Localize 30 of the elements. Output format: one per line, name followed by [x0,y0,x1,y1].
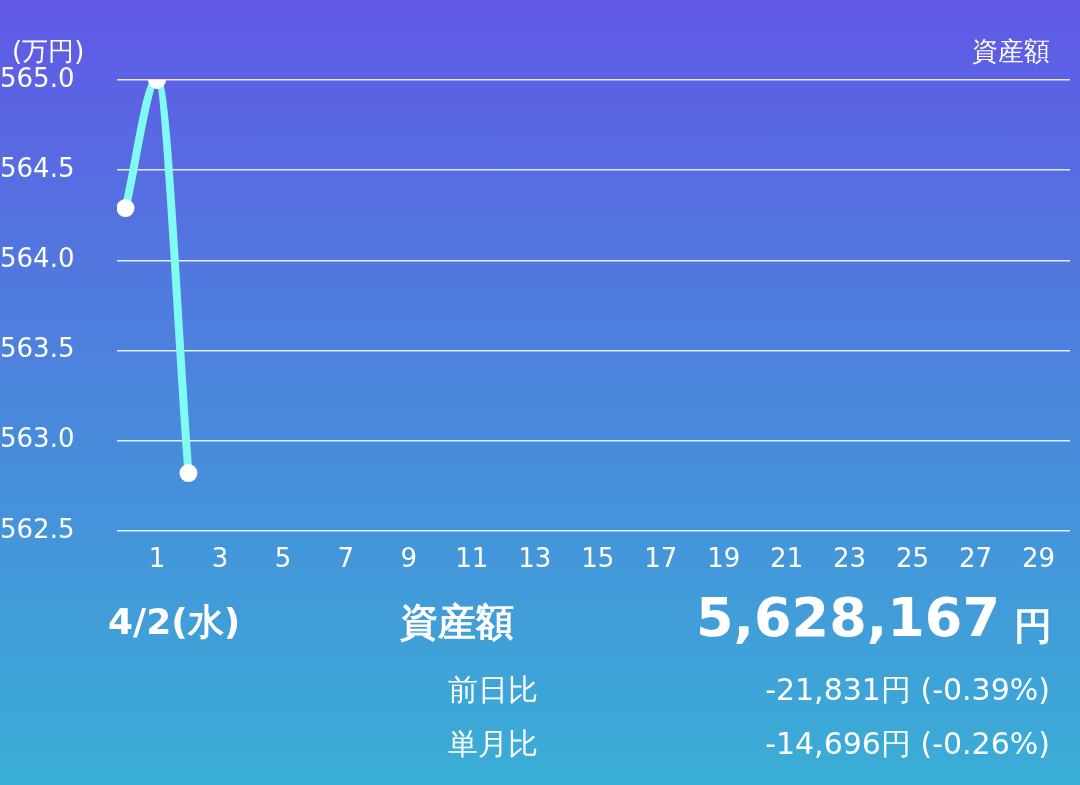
x-tick-label: 25 [896,543,930,574]
text: 単月比 [448,726,538,762]
y-tick-label: 563.5 [0,333,75,364]
x-tick-label: 15 [581,543,615,574]
text: 前日比 [448,672,538,708]
x-tick-label: 23 [833,543,867,574]
x-tick-label: 9 [400,543,418,574]
text: 4/2(水) [108,600,241,644]
y-tick-label: 562.5 [0,513,75,544]
x-tick-label: 17 [644,543,678,574]
x-tick-label: 3 [211,543,229,574]
x-tick-label: 19 [707,543,741,574]
y-tick-label: 564.5 [0,152,75,183]
text: -21,831円 (-0.39%) [765,672,1050,708]
x-tick-label: 21 [770,543,804,574]
text: 円 [1014,604,1052,650]
x-tick-label: 27 [959,543,993,574]
y-tick-label: 564.0 [0,243,75,274]
x-tick-label: 1 [148,543,166,574]
text: 資産額 [400,600,514,646]
y-tick-label: 563.0 [0,423,75,454]
x-tick-label: 11 [455,543,489,574]
x-tick-label: 7 [337,543,355,574]
text: 5,628,167 [695,586,1000,651]
x-tick-label: 29 [1021,543,1056,574]
x-tick-label: 5 [274,543,292,574]
chart-title: 資産額 [972,35,1050,66]
text: -14,696円 (-0.26%) [765,726,1050,762]
x-tick-label: 13 [518,543,552,574]
y-axis-title: (万円) [12,35,85,66]
